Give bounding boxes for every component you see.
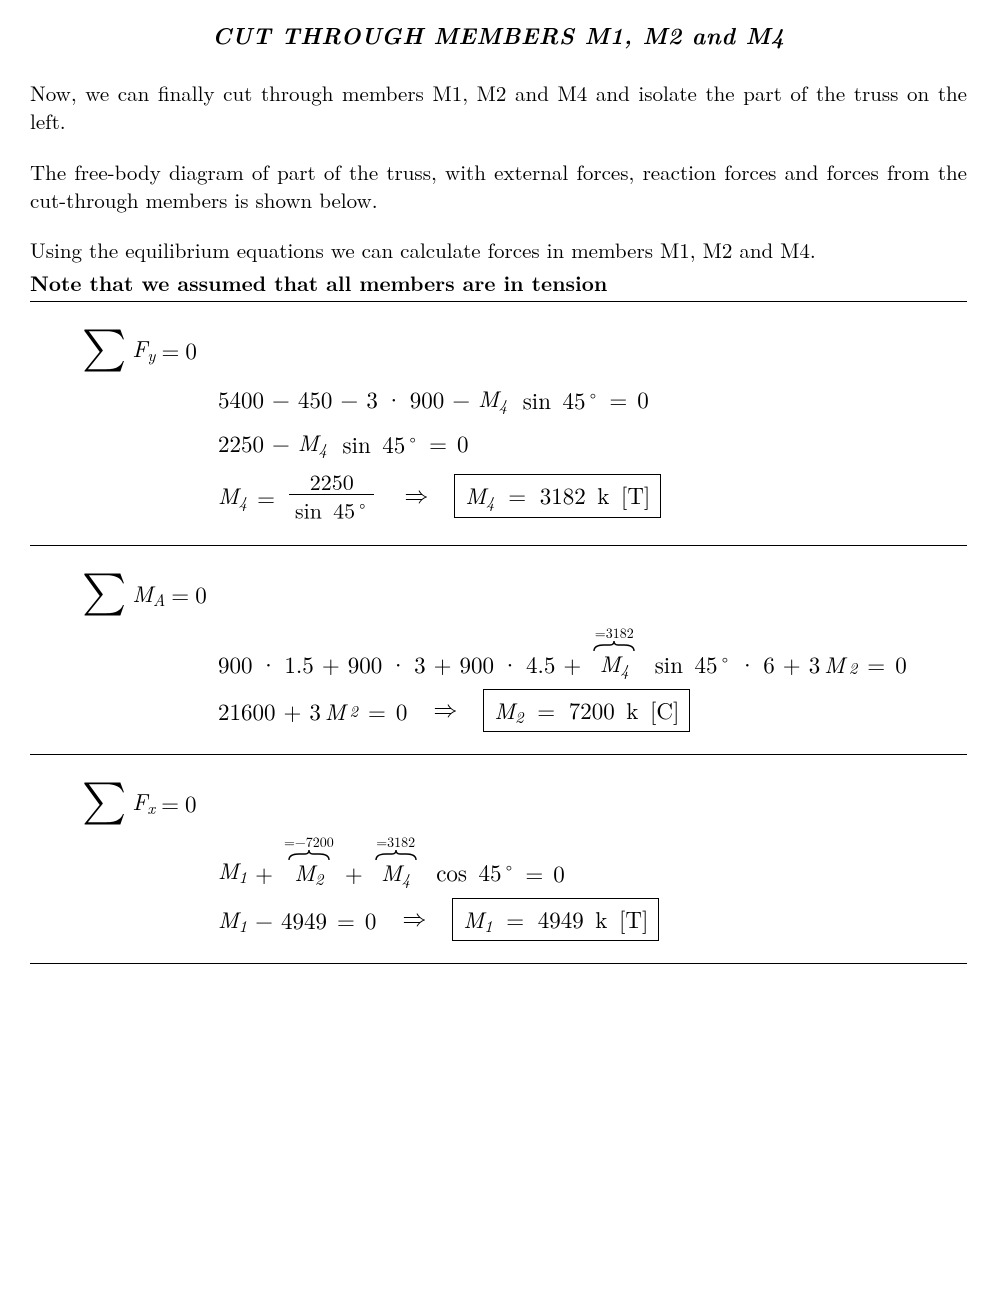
sum-sub: A — [153, 587, 165, 611]
equation-block-fx: ∑ Fx =0 M1 + =−7200 M2 + =3182 M4 cos 45… — [30, 781, 967, 941]
equation-block-fy: ∑ Fy =0 5400 − 450 − 3·900 − M4 sin 45◦ … — [30, 328, 967, 523]
result-m4: M4 = 3182 k [T] — [454, 474, 661, 517]
ma-line1: 900·1.5 + 900·3 + 900·4.5 + =3182 M4 sin… — [218, 626, 967, 678]
sum-fy-header: ∑ Fy =0 — [82, 328, 967, 370]
sum-fx-header: ∑ Fx =0 — [82, 781, 967, 823]
fy-line3: M4 = 2250 sin 45◦ ⇒ M4 = 3182 k [T] — [218, 469, 967, 523]
divider — [30, 963, 967, 964]
result-m1: M1 = 4949 k [T] — [452, 898, 659, 941]
page-title: CUT THROUGH MEMBERS M1, M2 and M4 — [30, 20, 967, 51]
sigma-icon: ∑ — [82, 781, 126, 823]
overbrace-m4: =3182 M4 — [374, 835, 418, 887]
sum-sub: x — [147, 796, 155, 820]
fy-line1: 5400 − 450 − 3·900 − M4 sin 45◦ =0 — [218, 382, 967, 415]
sum-sub: y — [147, 342, 155, 366]
sigma-icon: ∑ — [82, 328, 126, 370]
result-m2: M2 = 7200 k [C] — [483, 689, 690, 732]
overbrace-m2: =−7200 M2 — [284, 835, 334, 887]
sum-var: F — [132, 784, 147, 817]
divider — [30, 301, 967, 302]
intro-paragraph-3: Using the equilibrium equations we can c… — [30, 236, 967, 264]
overbrace-m4: =3182 M4 — [592, 626, 636, 678]
sigma-icon: ∑ — [82, 572, 126, 614]
fy-line2: 2250 − M4 sin 45◦ =0 — [218, 426, 967, 459]
sum-ma-header: ∑ MA =0 — [82, 572, 967, 614]
ma-line2: 21600 + 3M2 =0 ⇒ M2 = 7200 k [C] — [218, 689, 967, 732]
divider — [30, 545, 967, 546]
fx-line1: M1 + =−7200 M2 + =3182 M4 cos 45◦ =0 — [218, 835, 967, 887]
tension-note: Note that we assumed that all members ar… — [30, 269, 967, 297]
fx-line2: M1 − 4949 =0 ⇒ M1 = 4949 k [T] — [218, 898, 967, 941]
equation-block-ma: ∑ MA =0 900·1.5 + 900·3 + 900·4.5 + =318… — [30, 572, 967, 732]
intro-paragraph-1: Now, we can finally cut through members … — [30, 79, 967, 136]
intro-paragraph-2: The free-body diagram of part of the tru… — [30, 158, 967, 215]
sum-var: M — [132, 576, 153, 609]
sum-var: F — [132, 331, 147, 364]
divider — [30, 754, 967, 755]
